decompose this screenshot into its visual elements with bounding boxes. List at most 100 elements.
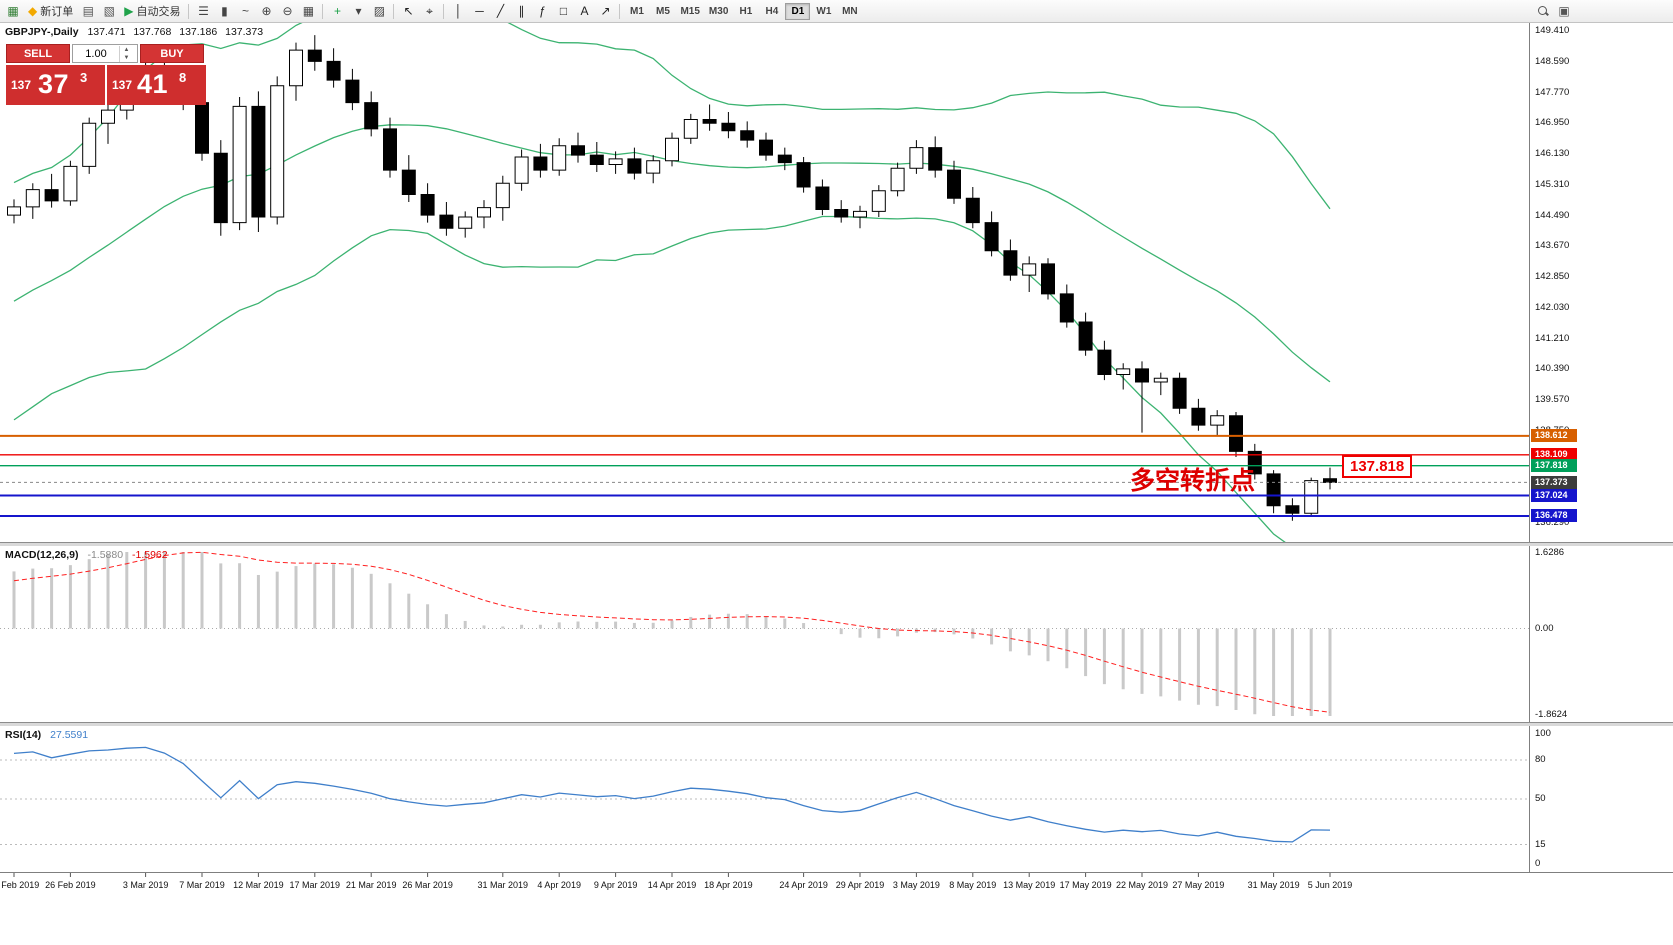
volume-arrows[interactable]: ▲ ▼ — [119, 45, 133, 62]
date-label: 22 May 2019 — [1115, 880, 1169, 890]
candle-body — [702, 119, 717, 124]
search-icon — [1537, 5, 1549, 17]
trendline-icon: ╱ — [496, 4, 505, 18]
rsi-axis: 100 80 50 15 0 — [1531, 726, 1673, 872]
candle-body — [420, 194, 435, 216]
price-tag-136.478: 136.478 — [1531, 509, 1577, 523]
timeframe-h4[interactable]: H4 — [765, 5, 779, 17]
timeframe-m15[interactable]: M15 — [680, 5, 700, 17]
date-label: 7 Mar 2019 — [179, 880, 225, 890]
time-axis-labels: 21 Feb 2019 26 Feb 2019 3 Mar 2019 7 Mar 20… — [0, 873, 1530, 894]
zoom-out-icon-button[interactable]: ⊖ — [277, 2, 297, 21]
candle-body — [1003, 250, 1018, 276]
candle-body — [25, 189, 40, 208]
symbol-name: GBPJPY-,Daily — [5, 26, 79, 38]
volume-input[interactable] — [73, 47, 119, 60]
profiles-icon-button[interactable]: ▧ — [99, 2, 119, 21]
price-callout-label[interactable]: 137.818 — [1342, 454, 1413, 478]
tile-windows-icon-button[interactable]: ▦ — [298, 2, 318, 21]
shapes-icon-button[interactable]: □ — [553, 2, 573, 21]
autotrading-button[interactable]: ▶ 自动交易 — [120, 2, 184, 21]
sell-button[interactable]: SELL — [6, 44, 70, 63]
timeframe-d1[interactable]: D1 — [785, 2, 811, 20]
line-chart-mode-icon-button[interactable]: ~ — [235, 2, 255, 21]
vertical-line-icon-button[interactable]: │ — [448, 2, 468, 21]
panel-separator-2[interactable] — [0, 722, 1673, 726]
new-chart-icon-button[interactable]: ▦ — [3, 2, 23, 21]
candle-body — [984, 222, 999, 252]
data-window-button[interactable]: ▣ — [1554, 2, 1574, 21]
candle-chart-mode-icon-button[interactable]: ▮ — [214, 2, 234, 21]
rsi-plot[interactable]: RSI(14) 27.5591 — [0, 726, 1530, 872]
trendline-icon-button[interactable]: ╱ — [490, 2, 510, 21]
toolbar-separator — [188, 3, 190, 19]
candle-body — [533, 156, 548, 171]
candle-body — [871, 190, 886, 212]
periods-icon-button[interactable]: ▾ — [348, 2, 368, 21]
date-label: 14 Apr 2019 — [647, 880, 697, 890]
candle-body — [965, 197, 980, 224]
candle-body — [439, 214, 454, 229]
arrow-objects-icon-button[interactable]: ↗ — [595, 2, 615, 21]
profiles-icon: ▧ — [103, 4, 115, 18]
timeframe-m5[interactable]: M5 — [656, 5, 670, 17]
main-toolbar: ▦ ◆ 新订单 ▤ ▧ ▶ 自动交易 ☰ ▮ ~ ⊕ ⊖ ▦ + ▾ ▨ ↖ ⌖ │ ─ ╱ ∥ ƒ □ A ↗ M1 M5 M15 M3… — [0, 0, 1673, 23]
candle-body — [1059, 293, 1074, 323]
buy-button[interactable]: BUY — [140, 44, 204, 63]
candle-body — [1135, 368, 1149, 383]
sell-price-button[interactable]: 137 37 3 — [6, 65, 105, 105]
price-tag-138.109: 138.109 — [1531, 448, 1577, 462]
text-label-icon-button[interactable]: A — [574, 2, 594, 21]
price-axis-label: 136.290 — [1535, 517, 1570, 528]
main-plot[interactable]: GBPJPY-,Daily 137.471 137.768 137.186 13… — [0, 23, 1530, 542]
turning-point-annotation[interactable]: 多空转折点 — [1130, 467, 1256, 496]
cursor-icon-button[interactable]: ↖ — [398, 2, 418, 21]
bar-chart-mode-icon-button[interactable]: ☰ — [193, 2, 213, 21]
candle-body — [495, 182, 510, 209]
timeframe-h1[interactable]: H1 — [739, 5, 753, 17]
chart-window-icon-button[interactable]: ▤ — [78, 2, 98, 21]
candle-body — [646, 160, 661, 174]
candle-body — [1153, 377, 1168, 383]
candle-body — [1041, 263, 1055, 295]
rsi-axis-label-50: 50 — [1535, 793, 1546, 804]
new-order-button[interactable]: ◆ 新订单 — [24, 2, 77, 21]
candle-body — [1191, 407, 1206, 426]
date-label: 24 Apr 2019 — [779, 880, 828, 890]
price-axis[interactable]: 149.410 148.590 147.770 146.950 146.130 145.3… — [1531, 23, 1673, 542]
crosshair-icon: ⌖ — [426, 4, 433, 18]
time-axis-corner — [1531, 873, 1673, 894]
volume-down-icon[interactable]: ▼ — [123, 54, 130, 61]
candle-body — [683, 119, 698, 139]
ohlc-high: 137.768 — [133, 26, 172, 38]
panel-separator-1[interactable] — [0, 542, 1673, 546]
candle-body — [1229, 415, 1243, 452]
indicators-icon-button[interactable]: + — [327, 2, 347, 21]
macd-plot[interactable]: MACD(12,26,9) -1.5880 -1.5962 — [0, 546, 1530, 722]
macd-axis: 1.6286 0.00 -1.8624 — [1531, 546, 1673, 722]
search-button[interactable] — [1533, 2, 1553, 21]
timeframe-mn[interactable]: MN — [842, 5, 858, 17]
volume-up-icon[interactable]: ▲ — [123, 46, 130, 53]
price-axis-label: 146.950 — [1535, 117, 1570, 129]
fibonacci-icon-button[interactable]: ƒ — [532, 2, 552, 21]
candle-body — [1097, 349, 1112, 375]
horizontal-line-icon-button[interactable]: ─ — [469, 2, 489, 21]
price-axis-label: 143.670 — [1535, 240, 1570, 252]
timeframe-w1[interactable]: W1 — [816, 5, 832, 17]
templates-icon-button[interactable]: ▨ — [369, 2, 389, 21]
horizontal-lines-group — [0, 434, 1529, 517]
rsi-panel: RSI(14) 27.5591 100 80 50 15 0 — [0, 726, 1673, 872]
buy-price-button[interactable]: 137 41 8 — [107, 65, 206, 105]
timeframe-m1[interactable]: M1 — [630, 5, 644, 17]
crosshair-icon-button[interactable]: ⌖ — [419, 2, 439, 21]
time-axis-ticks — [13, 873, 1331, 877]
candle-body — [1022, 263, 1037, 276]
zoom-in-icon-button[interactable]: ⊕ — [256, 2, 276, 21]
new-chart-icon: ▦ — [7, 4, 19, 18]
volume-stepper[interactable]: ▲ ▼ — [72, 44, 138, 63]
timeframe-m30[interactable]: M30 — [708, 5, 729, 17]
equidistant-channel-icon-button[interactable]: ∥ — [511, 2, 531, 21]
time-axis[interactable]: 21 Feb 2019 26 Feb 2019 3 Mar 2019 7 Mar 20… — [0, 872, 1673, 894]
price-axis-label: 142.850 — [1535, 271, 1570, 282]
